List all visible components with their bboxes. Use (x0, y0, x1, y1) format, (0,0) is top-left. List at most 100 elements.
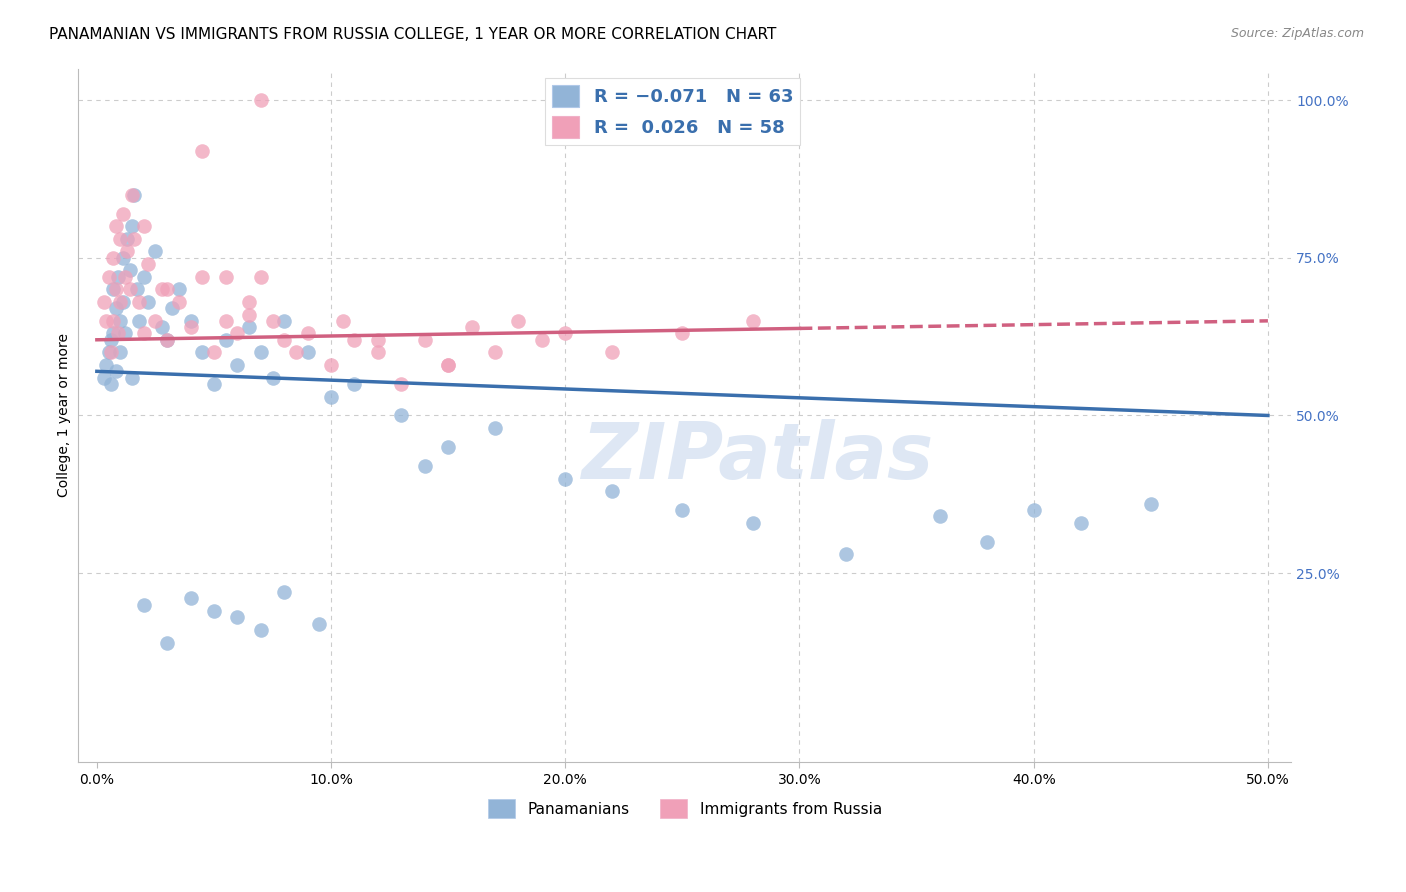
Point (124, 232, 146, 246)
Point (273, 314, 295, 328)
Point (145, 244, 167, 259)
Point (111, 206, 134, 220)
Point (104, 282, 127, 296)
Text: PANAMANIAN VS IMMIGRANTS FROM RUSSIA COLLEGE, 1 YEAR OR MORE CORRELATION CHART: PANAMANIAN VS IMMIGRANTS FROM RUSSIA COL… (49, 27, 776, 42)
Point (835, 547, 858, 561)
Point (152, 282, 174, 296)
Point (145, 314, 167, 328)
Point (249, 269, 271, 284)
Point (132, 269, 155, 284)
Point (332, 314, 354, 328)
Point (128, 314, 150, 328)
Point (111, 294, 134, 309)
Point (107, 326, 129, 341)
Point (215, 314, 238, 328)
Point (284, 345, 307, 359)
Point (367, 333, 389, 347)
Point (97, 345, 120, 359)
Point (96, 358, 118, 372)
Point (671, 326, 693, 341)
Point (191, 269, 214, 284)
Point (238, 308, 260, 322)
Point (226, 358, 249, 372)
Point (600, 484, 623, 499)
Point (104, 301, 127, 316)
Point (110, 314, 132, 328)
Point (389, 376, 412, 391)
Point (460, 320, 482, 334)
Point (191, 144, 214, 158)
Point (202, 604, 225, 618)
Point (103, 282, 125, 296)
Point (100, 333, 122, 347)
Point (128, 294, 150, 309)
Point (437, 358, 460, 372)
Point (273, 333, 295, 347)
Point (202, 345, 225, 359)
Point (484, 345, 506, 359)
Point (96, 314, 118, 328)
Point (508, 314, 530, 328)
Point (437, 358, 460, 372)
Point (167, 294, 190, 309)
Point (125, 282, 148, 296)
Point (262, 370, 284, 384)
Point (117, 244, 139, 259)
Point (1070, 516, 1092, 530)
Point (671, 503, 693, 517)
Point (191, 345, 214, 359)
Point (226, 610, 249, 624)
Point (215, 333, 238, 347)
Point (976, 534, 998, 549)
Point (238, 294, 260, 309)
Point (156, 333, 179, 347)
Point (343, 376, 366, 391)
Legend: Panamanians, Immigrants from Russia: Panamanians, Immigrants from Russia (481, 793, 889, 824)
Point (110, 232, 132, 246)
Point (93, 294, 115, 309)
Point (530, 333, 553, 347)
Point (413, 458, 436, 473)
Point (741, 516, 763, 530)
Point (104, 364, 127, 378)
Point (124, 187, 146, 202)
Point (249, 345, 271, 359)
Point (152, 320, 174, 334)
Point (262, 314, 284, 328)
Point (132, 598, 155, 612)
Point (118, 263, 141, 277)
Point (132, 326, 155, 341)
Point (121, 187, 143, 202)
Point (156, 333, 179, 347)
Point (249, 623, 271, 637)
Point (249, 93, 271, 107)
Point (160, 301, 183, 316)
Point (110, 294, 132, 309)
Point (238, 320, 260, 334)
Point (554, 472, 576, 486)
Point (215, 269, 238, 284)
Point (100, 345, 122, 359)
Point (132, 219, 155, 234)
Point (121, 219, 143, 234)
Point (297, 326, 319, 341)
Point (93, 370, 115, 384)
Point (437, 440, 460, 454)
Point (103, 326, 125, 341)
Point (180, 320, 202, 334)
Point (111, 251, 134, 265)
Point (180, 591, 202, 606)
Point (202, 376, 225, 391)
Text: Source: ZipAtlas.com: Source: ZipAtlas.com (1230, 27, 1364, 40)
Point (104, 219, 127, 234)
Point (226, 326, 249, 341)
Point (554, 326, 576, 341)
Point (741, 314, 763, 328)
Point (343, 333, 366, 347)
Point (600, 345, 623, 359)
Point (117, 232, 139, 246)
Point (110, 345, 132, 359)
Point (156, 282, 179, 296)
Point (319, 390, 342, 404)
Point (297, 345, 319, 359)
